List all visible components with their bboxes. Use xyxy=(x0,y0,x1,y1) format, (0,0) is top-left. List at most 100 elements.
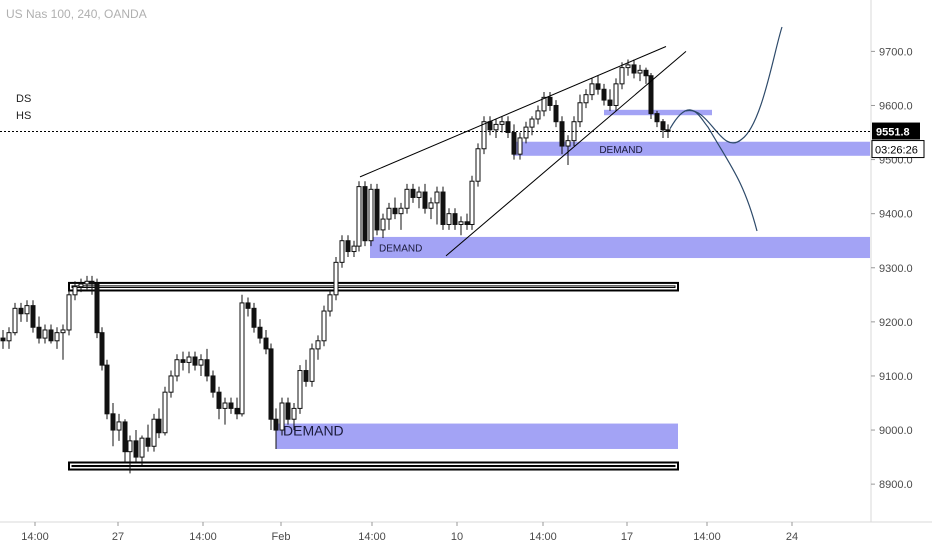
x-tick-label-8: 14:00 xyxy=(693,531,721,543)
candle-body-3 xyxy=(18,307,24,315)
y-tick-label-6: 9100.0 xyxy=(879,371,913,383)
candle-body-67 xyxy=(392,207,398,215)
demand-zone-2 xyxy=(513,141,870,156)
candle-body-64 xyxy=(374,188,380,231)
candle-body-5 xyxy=(30,305,36,328)
candle-body-33 xyxy=(192,356,198,366)
zones-layer xyxy=(68,109,870,471)
candle-body-2 xyxy=(12,307,18,334)
candle-body-100 xyxy=(589,83,595,96)
candle-body-17 xyxy=(99,332,105,366)
current-price-value: 9551.8 xyxy=(876,127,910,139)
candle-body-29 xyxy=(168,375,174,393)
y-tick-label-5: 9200.0 xyxy=(879,317,913,329)
candle-body-18 xyxy=(104,364,110,415)
candle-body-1 xyxy=(6,332,12,342)
candle-body-70 xyxy=(410,188,416,198)
candle-body-99 xyxy=(583,94,589,104)
candle-body-19 xyxy=(110,413,116,431)
candle-body-53 xyxy=(309,348,315,382)
y-tick-label-8: 8900.0 xyxy=(879,479,913,491)
x-tick-label-7: 17 xyxy=(621,531,633,543)
y-tick-label-0: 9700.0 xyxy=(879,46,913,58)
candle-body-7 xyxy=(42,329,48,339)
chart-title: US Nas 100, 240, OANDA xyxy=(6,7,147,21)
candle-body-65 xyxy=(380,218,386,231)
candle-body-39 xyxy=(228,402,234,409)
zone-label-1: DEMAND xyxy=(379,243,422,254)
candle-body-60 xyxy=(351,245,357,253)
candle-body-42 xyxy=(245,302,251,309)
candle-body-25 xyxy=(145,437,151,447)
candle-body-89 xyxy=(523,126,529,139)
bar-countdown: 03:26:26 xyxy=(875,145,918,157)
candle-body-78 xyxy=(458,221,464,225)
candle-body-56 xyxy=(327,294,333,312)
candle-body-52 xyxy=(303,370,309,382)
range-box-4 xyxy=(68,281,679,292)
candle-body-15 xyxy=(89,280,95,285)
candle-body-63 xyxy=(368,188,374,242)
side-label-hs: HS xyxy=(16,110,31,122)
candle-body-90 xyxy=(529,118,535,128)
candle-body-98 xyxy=(577,102,583,123)
candle-body-80 xyxy=(469,180,475,225)
candle-body-41 xyxy=(239,302,245,415)
candle-body-35 xyxy=(204,359,210,377)
candle-body-85 xyxy=(499,121,505,125)
candle-body-43 xyxy=(251,307,257,328)
candle-body-26 xyxy=(151,418,157,447)
candle-body-96 xyxy=(565,140,571,147)
candle-body-10 xyxy=(60,329,66,334)
candle-body-86 xyxy=(505,121,511,134)
candle-body-21 xyxy=(122,421,128,453)
time-axis[interactable]: 14:00 27 14:00 Feb 14:00 10 14:00 17 14:00 24 xyxy=(21,522,798,543)
x-tick-label-3: Feb xyxy=(272,531,291,543)
candle-body-46 xyxy=(268,348,274,420)
candle-body-14 xyxy=(84,280,90,285)
candle-body-51 xyxy=(297,370,303,409)
x-tick-label-1: 27 xyxy=(112,531,124,543)
candle-body-104 xyxy=(613,83,619,106)
candle-body-16 xyxy=(94,283,100,334)
candle-body-71 xyxy=(416,191,422,198)
current-price-badge: 9551.8 xyxy=(872,122,920,140)
y-tick-label-4: 9300.0 xyxy=(879,263,913,275)
candle-body-30 xyxy=(174,359,180,377)
candle-body-92 xyxy=(541,96,547,112)
side-label-ds: DS xyxy=(16,93,31,105)
candle-body-22 xyxy=(127,440,133,453)
countdown-badge: 03:26:26 xyxy=(871,140,925,159)
candle-body-11 xyxy=(66,294,72,331)
range-box-inner-5 xyxy=(71,464,676,468)
candle-body-84 xyxy=(493,123,499,131)
candle-body-112 xyxy=(660,121,666,131)
candle-body-20 xyxy=(116,421,122,431)
x-tick-label-0: 14:00 xyxy=(21,531,49,543)
candle-body-103 xyxy=(607,99,613,106)
candle-body-44 xyxy=(257,326,263,339)
candle-body-110 xyxy=(648,75,654,115)
candle-body-45 xyxy=(263,337,269,350)
overlays-layer: DEMAND DEMAND DEMAND xyxy=(283,26,783,439)
range-box-inner-4 xyxy=(71,285,676,288)
candle-body-0 xyxy=(0,337,6,342)
y-tick-label-7: 9000.0 xyxy=(879,425,913,437)
candle-body-105 xyxy=(619,67,625,85)
candle-body-111 xyxy=(654,113,660,123)
x-tick-label-2: 14:00 xyxy=(189,531,217,543)
candle-body-66 xyxy=(386,207,392,220)
candle-body-74 xyxy=(434,191,440,204)
candle-body-54 xyxy=(315,340,321,350)
candle-body-106 xyxy=(625,64,631,69)
price-axis[interactable]: 9700.09600.09500.09400.09300.09200.09100… xyxy=(871,46,913,491)
candle-body-77 xyxy=(452,213,458,225)
candle-body-109 xyxy=(643,69,649,77)
candle-body-55 xyxy=(321,310,327,342)
candle-body-88 xyxy=(517,137,523,155)
trendline-1 xyxy=(445,51,687,257)
zone-label-0: DEMAND xyxy=(283,423,344,439)
candles-layer xyxy=(0,59,671,474)
candle-body-68 xyxy=(398,207,404,215)
